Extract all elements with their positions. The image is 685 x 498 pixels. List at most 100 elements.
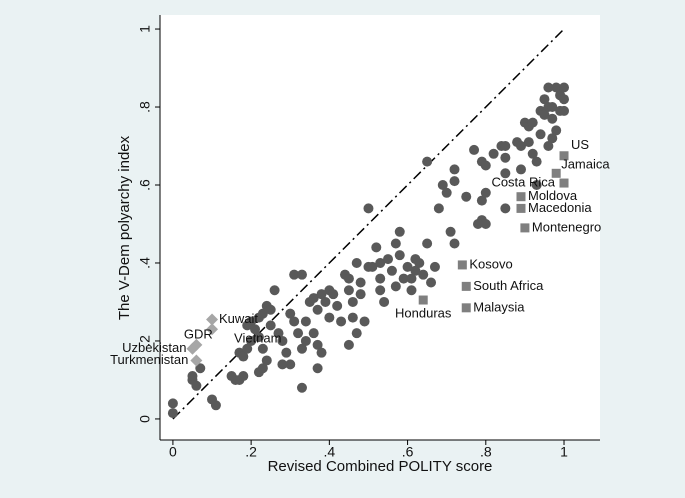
x-tick-label: .2 [245,444,257,460]
point [429,261,440,272]
point [531,156,542,167]
point [238,351,249,362]
point [559,105,570,116]
point [547,133,558,144]
point [265,320,276,331]
point [238,371,249,382]
point [390,238,401,249]
point [285,308,296,319]
y-tick-label: .2 [137,335,153,347]
point [257,343,268,354]
point [246,335,257,346]
point [261,355,272,366]
point-label: Moldova [528,188,578,203]
point [277,335,288,346]
point [371,242,382,253]
reference-line [172,28,565,420]
point [539,94,550,105]
point [312,339,323,350]
point [210,400,221,411]
point [167,398,178,409]
point [418,269,429,280]
point-label: Jamaica [561,157,610,172]
point [445,226,456,237]
point [457,260,467,270]
y-tick-label: .4 [137,257,153,269]
point [547,102,558,113]
point [500,152,511,163]
point [296,269,307,280]
point [355,277,366,288]
point [191,380,202,391]
point [551,82,562,93]
point [500,141,511,152]
point [559,151,569,161]
point [332,300,343,311]
point [246,316,257,327]
point [296,343,307,354]
point [394,226,405,237]
x-tick-label: 1 [560,444,568,460]
point [551,125,562,136]
point-label: GDR [184,326,213,341]
point-label: Costa Rica [491,174,555,189]
point-label: US [571,137,589,152]
point [426,277,437,288]
point [449,238,460,249]
point-label: Macedonia [528,200,592,215]
x-tick-label: .8 [480,444,492,460]
point [363,203,374,214]
point [559,178,569,188]
point [277,359,288,370]
point-label: Kuwait [219,311,258,326]
x-tick-label: .6 [402,444,414,460]
point [531,180,542,190]
point [273,328,284,339]
point [359,316,370,327]
point [461,303,471,313]
point [250,324,261,335]
point [480,160,491,171]
point [390,281,401,292]
point [500,168,511,179]
point [515,141,526,152]
point [289,316,300,327]
point [559,82,570,93]
point [187,371,198,382]
point [308,328,319,339]
point [257,308,268,319]
point [547,113,558,124]
point [500,203,511,214]
point [281,347,292,358]
point [516,203,526,213]
point [383,254,394,265]
point [186,342,199,355]
point [343,339,354,350]
point [414,257,425,268]
point [293,328,304,339]
point [343,273,354,284]
point [480,218,491,229]
point-label: South Africa [473,278,544,293]
point [285,359,296,370]
point [347,312,358,323]
point [312,304,323,315]
point [343,285,354,296]
point [559,94,570,105]
point [190,354,203,367]
point [476,195,487,206]
y-tick-label: .8 [137,101,153,113]
point [351,328,362,339]
point [375,285,386,296]
point [300,335,311,346]
y-tick-label: .6 [137,179,153,191]
point-label: Honduras [395,305,452,320]
point [488,148,499,159]
point [539,109,550,120]
y-tick-label: 1 [137,25,153,33]
point [379,296,390,307]
x-axis-title: Revised Combined POLITY score [268,458,493,475]
point [253,332,264,343]
point [418,295,428,305]
point [398,273,409,284]
